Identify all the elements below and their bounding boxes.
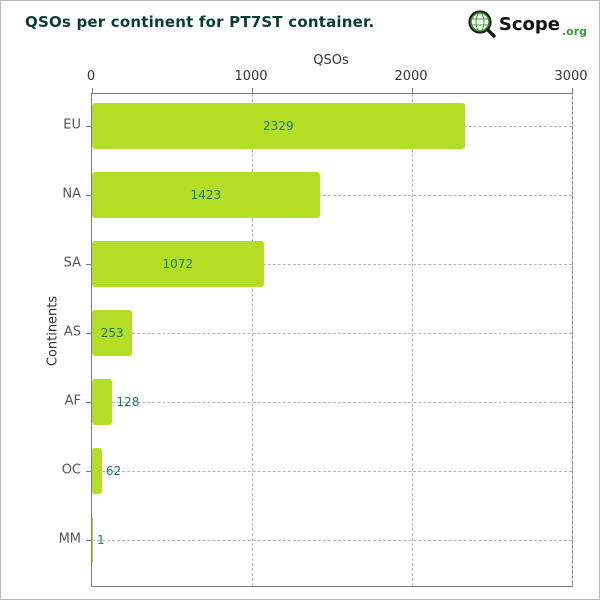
logo-scope-text: Scope: [498, 13, 560, 35]
y-tick-mark: [86, 402, 91, 403]
y-gridline: [92, 471, 572, 472]
x-tick-label: 3000: [554, 69, 588, 84]
bar-value-label: 253: [100, 326, 124, 340]
y-tick-mark: [86, 126, 91, 127]
bar-value-label: 128: [116, 395, 140, 409]
y-tick-mark: [86, 195, 91, 196]
y-tick-label: NA: [62, 186, 81, 202]
y-tick-label: EU: [63, 117, 81, 133]
y-gridline: [92, 264, 572, 265]
bar-value-label: 62: [105, 464, 122, 478]
logo-org-text: .org: [561, 25, 587, 38]
chart-title: QSOs per continent for PT7ST container.: [25, 13, 375, 31]
x-gridline: [572, 94, 573, 586]
x-axis-title: QSOs: [313, 53, 349, 68]
bar-af: [92, 379, 113, 425]
y-gridline: [92, 333, 572, 334]
x-gridline: [412, 94, 413, 586]
bar-na: [92, 172, 320, 218]
magnifier-globe-icon: [468, 10, 496, 38]
y-gridline: [92, 540, 572, 541]
x-tick-label: 1000: [234, 69, 268, 84]
y-tick-mark: [86, 264, 91, 265]
x-tick-mark: [572, 88, 573, 93]
x-gridline: [252, 94, 253, 586]
bar-value-label: 1423: [190, 188, 222, 202]
bar-as: [92, 310, 133, 356]
bar-mm: [92, 517, 93, 563]
bar-value-label: 2329: [263, 119, 294, 133]
x-tick-mark: [252, 88, 253, 93]
y-tick-mark: [86, 540, 91, 541]
bar-eu: [92, 103, 465, 149]
bar-value-label: 1: [97, 533, 105, 547]
bar-value-label: 1072: [162, 257, 194, 271]
y-tick-label: AF: [64, 393, 81, 409]
y-gridline: [92, 195, 572, 196]
y-tick-mark: [86, 333, 91, 334]
x-tick-label: 0: [86, 69, 96, 84]
qscope-logo: Scope .org: [467, 7, 587, 41]
bar-oc: [92, 448, 102, 494]
bar-sa: [92, 241, 264, 287]
x-tick-label: 2000: [394, 69, 428, 84]
y-tick-label: OC: [61, 462, 81, 478]
y-tick-label: MM: [58, 531, 81, 547]
x-tick-mark: [412, 88, 413, 93]
y-tick-label: SA: [63, 255, 81, 271]
y-gridline: [92, 402, 572, 403]
plot-area: 2329 1423 1072 253 128 62 1: [86, 88, 573, 587]
y-tick-label: AS: [63, 324, 81, 340]
y-tick-mark: [86, 471, 91, 472]
x-tick-mark: [92, 88, 93, 93]
